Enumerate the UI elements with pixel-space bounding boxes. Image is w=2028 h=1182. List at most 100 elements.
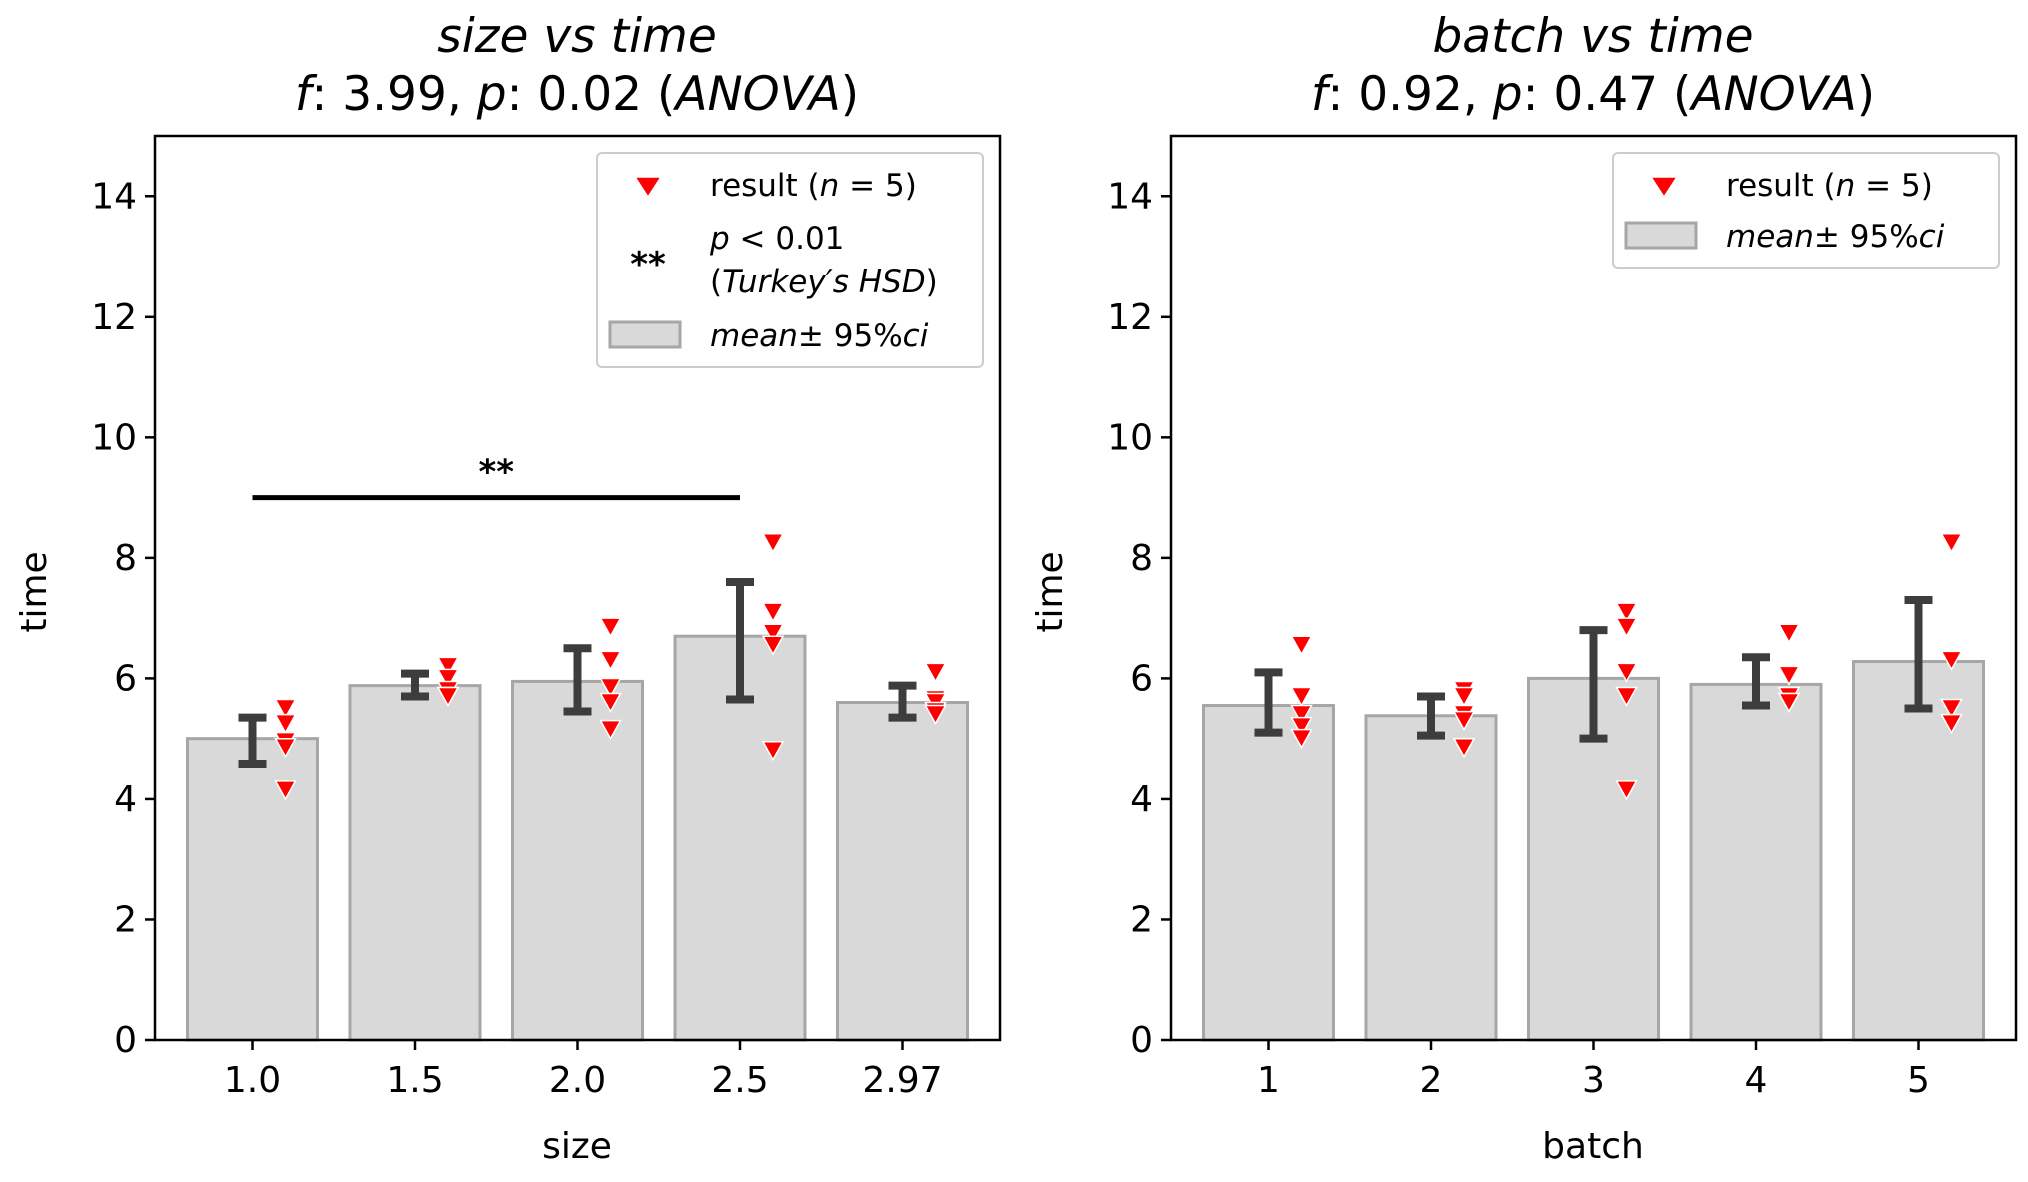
legend-sig-marker: ** <box>630 245 666 285</box>
result-point <box>274 780 297 801</box>
result-point <box>1615 686 1638 708</box>
chart-subtitle: f: 3.99, p: 0.02 (ANOVA) <box>295 67 859 122</box>
x-tick-label: 2.0 <box>549 1060 606 1101</box>
result-point <box>761 623 785 644</box>
result-point <box>761 533 785 554</box>
bar <box>1364 714 1498 1042</box>
y-tick-label: 8 <box>1130 538 1153 579</box>
result-point <box>1777 665 1801 686</box>
y-tick-label: 4 <box>114 779 137 820</box>
y-tick-label: 10 <box>1107 417 1153 458</box>
legend-result-label: result (n = 5) <box>710 168 917 204</box>
result-point <box>761 602 785 623</box>
legend-sig-label-line2: (Turkey′s HSD) <box>710 264 938 300</box>
result-point <box>1452 710 1476 732</box>
legend-mean-swatch <box>608 320 682 349</box>
result-point <box>1777 692 1801 714</box>
bar <box>1852 660 1985 1042</box>
result-point <box>1940 650 1963 671</box>
result-point <box>274 698 297 720</box>
y-tick-label: 8 <box>114 538 137 579</box>
y-tick-label: 12 <box>91 297 137 338</box>
result-point <box>599 719 622 741</box>
panel-size-vs-time: size vs time f: 3.99, p: 0.02 (ANOVA) **… <box>14 9 1002 1167</box>
x-tick-label: 1.0 <box>224 1060 281 1101</box>
significance-label: ** <box>478 453 514 493</box>
legend-mean-label: mean± 95%ci <box>710 318 929 354</box>
result-point <box>1615 780 1638 801</box>
result-point <box>761 635 785 656</box>
legend: result (n = 5) ** p < 0.01 (Turkey′s HSD… <box>596 152 984 368</box>
result-point <box>599 692 622 714</box>
result-point <box>274 713 297 735</box>
result-point <box>1290 728 1313 750</box>
legend-mean-label: mean± 95%ci <box>1726 219 1945 255</box>
chart-title: batch vs time <box>1432 9 1753 64</box>
result-point <box>1615 602 1638 623</box>
result-point <box>1777 623 1801 644</box>
legend-result-marker <box>633 176 663 199</box>
result-point <box>1940 698 1963 720</box>
result-point <box>924 704 947 726</box>
y-tick-label: 0 <box>1130 1020 1153 1061</box>
x-axis-label: batch <box>1542 1126 1644 1167</box>
bar <box>348 684 482 1042</box>
y-tick-label: 14 <box>91 176 137 217</box>
bar <box>673 634 807 1042</box>
result-point <box>1290 704 1313 726</box>
result-point <box>436 686 460 708</box>
legend: result (n = 5) mean± 95%ci <box>1612 152 2000 269</box>
legend-mean-swatch <box>1624 221 1698 250</box>
result-point <box>436 668 460 689</box>
legend-result-marker <box>1649 176 1679 199</box>
result-point <box>1940 713 1963 735</box>
x-tick-label: 3 <box>1582 1060 1605 1101</box>
result-point <box>1615 662 1638 683</box>
result-point <box>274 737 297 759</box>
x-tick-label: 1.5 <box>386 1060 443 1101</box>
bar <box>836 701 969 1042</box>
y-tick-label: 2 <box>1130 899 1153 940</box>
y-axis-label: time <box>1030 551 1071 632</box>
x-tick-label: 4 <box>1745 1060 1768 1101</box>
result-point <box>599 677 622 698</box>
x-tick-label: 2.97 <box>862 1060 942 1101</box>
result-point <box>924 662 947 683</box>
bar <box>511 679 644 1042</box>
x-tick-label: 5 <box>1907 1060 1930 1101</box>
result-point <box>1290 635 1313 656</box>
y-tick-label: 10 <box>91 417 137 458</box>
x-tick-label: 2 <box>1420 1060 1443 1101</box>
legend-result-label: result (n = 5) <box>1726 168 1933 204</box>
result-point <box>599 617 622 638</box>
chart-title: size vs time <box>437 9 717 64</box>
plot-area: ** 0 2 4 6 8 10 12 14 1.0 1.5 2.0 2.5 2.97 <box>91 134 1002 1101</box>
bar <box>186 737 319 1042</box>
result-point <box>1452 686 1476 708</box>
y-axis-label: time <box>14 551 55 632</box>
result-point <box>1290 716 1313 738</box>
x-tick-label: 1 <box>1257 1060 1280 1101</box>
result-point <box>761 740 785 762</box>
y-tick-label: 6 <box>114 658 137 699</box>
result-point <box>436 656 460 677</box>
y-tick-label: 6 <box>1130 658 1153 699</box>
result-point <box>1452 737 1476 759</box>
result-point <box>1615 617 1638 638</box>
y-tick-label: 14 <box>1107 176 1153 217</box>
panel-batch-vs-time: batch vs time f: 0.92, p: 0.47 (ANOVA) 0… <box>1030 9 2018 1167</box>
x-axis-label: size <box>542 1126 612 1167</box>
chart-subtitle: f: 0.92, p: 0.47 (ANOVA) <box>1311 67 1875 122</box>
result-point <box>1290 686 1313 708</box>
result-point <box>599 650 622 671</box>
y-tick-label: 2 <box>114 899 137 940</box>
legend-sig-label-line1: p < 0.01 <box>709 221 844 257</box>
y-tick-label: 12 <box>1107 297 1153 338</box>
x-tick-label: 2.5 <box>711 1060 768 1101</box>
bar <box>1202 704 1335 1042</box>
y-tick-label: 0 <box>114 1020 137 1061</box>
y-tick-label: 4 <box>1130 779 1153 820</box>
bar <box>1689 682 1823 1042</box>
